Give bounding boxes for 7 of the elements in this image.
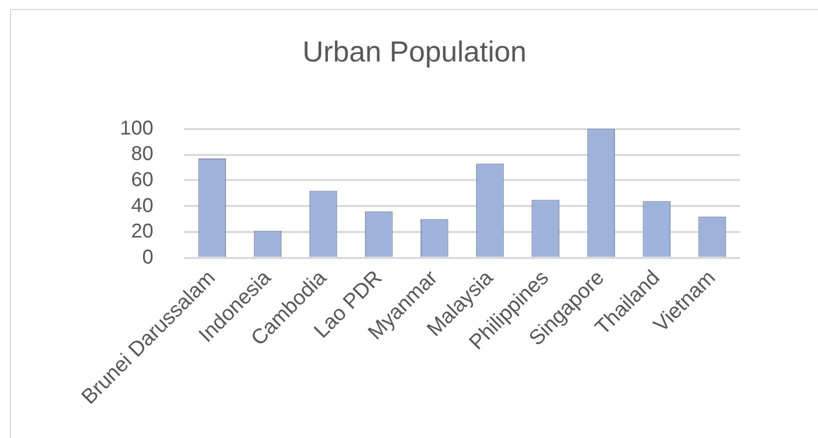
y-tick-label: 0 [142,246,154,268]
y-tick-label: 60 [131,168,154,191]
y-tick-label: 40 [131,194,154,217]
y-tick-label: 100 [120,117,154,140]
y-tick-label: 20 [131,220,154,243]
y-tick-label: 80 [131,143,154,166]
chart-title: Urban Population [302,36,527,68]
